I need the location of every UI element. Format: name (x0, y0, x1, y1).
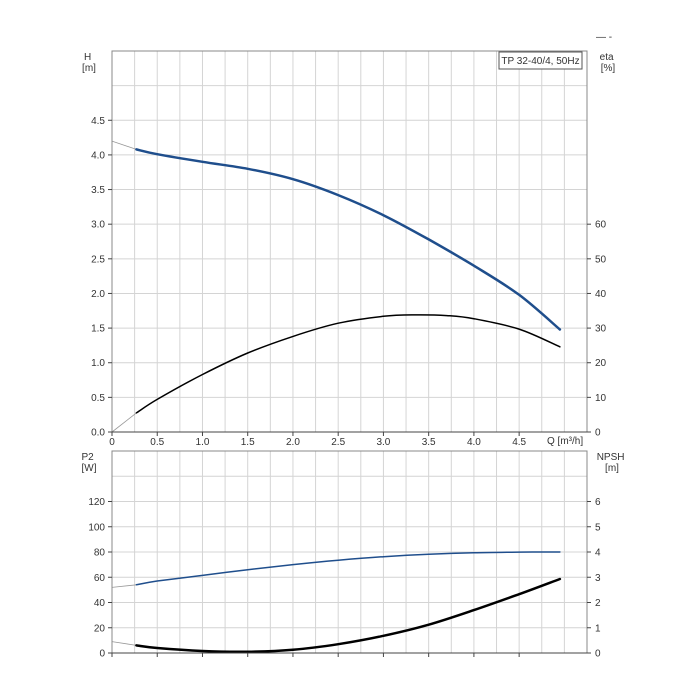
power-axis-title-line1: P2 (81, 452, 94, 463)
chart-title-box: TP 32-40/4, 50Hz (498, 51, 583, 70)
lower-right-tick-label: 5 (595, 522, 601, 533)
upper-series-0-curve (135, 148, 562, 331)
lower-series-0-curve (135, 551, 561, 586)
lower-left-tick-label: 100 (88, 522, 105, 533)
x-tick-label: 3.5 (422, 437, 436, 448)
upper-left-tick-label: 1.0 (91, 358, 105, 369)
lower-left-tick-label: 20 (94, 623, 106, 634)
upper-right-tick-label: 10 (595, 393, 607, 404)
eta-axis-title-line1: eta (600, 52, 614, 63)
lower-series-1-curve (135, 577, 562, 654)
upper-right-tick-label: 0 (595, 428, 601, 439)
x-tick-label: 2.5 (331, 437, 345, 448)
upper-left-tick-label: 2.0 (91, 289, 105, 300)
x-tick-label: 3.0 (376, 437, 390, 448)
x-tick-label: 1.5 (241, 437, 255, 448)
lower-left-tick-label: 60 (94, 573, 106, 584)
flow-axis-title: Q [m³/h] (547, 436, 583, 447)
upper-left-tick-label: 3.0 (91, 220, 105, 231)
lower-right-tick-label: 3 (595, 573, 601, 584)
corner-marks: — - (596, 32, 612, 43)
upper-plot-frame (111, 50, 588, 433)
npsh-axis-title-line2: [m] (605, 463, 619, 474)
upper-left-tick-label: 0.0 (91, 428, 105, 439)
curve-layer (111, 140, 562, 654)
lower-series-1-extension (111, 641, 137, 646)
upper-right-tick-label: 60 (595, 220, 607, 231)
eta-axis-title: eta [%] (600, 52, 617, 74)
x-tick-label: 4.5 (512, 437, 526, 448)
npsh-axis-title-line1: NPSH (597, 452, 625, 463)
upper-right-tick-label: 20 (595, 358, 607, 369)
chart-title: TP 32-40/4, 50Hz (501, 56, 579, 67)
head-axis-title-line1: H (84, 52, 91, 63)
upper-series-1-extension (111, 412, 137, 433)
upper-series-1-curve (135, 314, 561, 414)
upper-left-tick-label: 1.5 (91, 324, 105, 335)
x-tick-label: 0.5 (150, 437, 164, 448)
lower-right-tick-label: 2 (595, 598, 601, 609)
lower-left-tick-label: 120 (88, 497, 105, 508)
lower-right-tick-label: 1 (595, 623, 601, 634)
eta-axis-title-line2: [%] (601, 63, 616, 74)
x-tick-label: 0 (109, 437, 115, 448)
upper-left-tick-label: 2.5 (91, 254, 105, 265)
lower-right-tick-label: 4 (595, 548, 601, 559)
lower-left-tick-label: 80 (94, 548, 106, 559)
lower-series-0-extension (111, 584, 137, 588)
upper-left-tick-label: 0.5 (91, 393, 105, 404)
head-axis-title-line2: [m] (82, 63, 96, 74)
x-tick-label: 2.0 (286, 437, 300, 448)
upper-left-tick-label: 3.5 (91, 185, 105, 196)
head-axis-title: H [m] (82, 52, 96, 74)
power-axis-title-line2: [W] (82, 463, 97, 474)
x-tick-label: 1.0 (196, 437, 210, 448)
upper-right-tick-label: 50 (595, 254, 607, 265)
x-tick-label: 4.0 (467, 437, 481, 448)
upper-left-tick-label: 4.0 (91, 150, 105, 161)
lower-right-tick-label: 0 (595, 649, 601, 660)
upper-series-0-extension (111, 140, 137, 150)
upper-left-tick-label: 4.5 (91, 116, 105, 127)
grid-layer (112, 51, 587, 653)
power-axis-title: P2 [W] (81, 452, 96, 474)
label-layer: 0.00.51.01.52.02.53.03.54.04.50102030405… (88, 116, 606, 660)
upper-right-tick-label: 40 (595, 289, 607, 300)
upper-right-tick-label: 30 (595, 324, 607, 335)
npsh-axis-title: NPSH [m] (597, 452, 628, 474)
lower-left-tick-label: 40 (94, 598, 106, 609)
lower-left-tick-label: 0 (99, 649, 105, 660)
axis-layer (108, 50, 591, 657)
lower-right-tick-label: 6 (595, 497, 601, 508)
